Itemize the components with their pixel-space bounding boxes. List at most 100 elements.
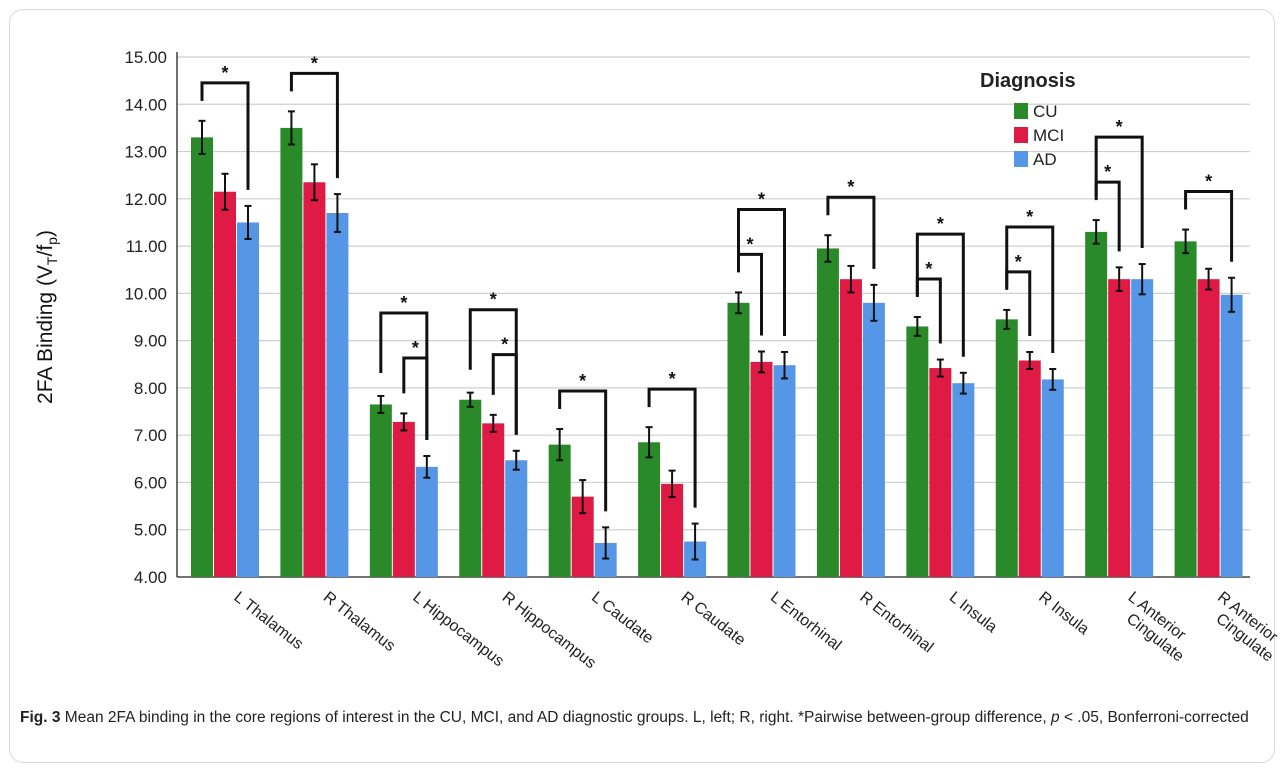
x-category-label: R AnteriorCingulate [1203, 589, 1285, 666]
significance-bracket [289, 71, 339, 179]
legend-swatch-cu [1014, 103, 1028, 119]
bar-mci [661, 483, 684, 577]
x-category-label-line: L Insula [946, 589, 1000, 637]
significance-bracket [1005, 225, 1055, 353]
caption-text-end: < .05, Bonferroni-corrected [1059, 709, 1249, 726]
legend-swatch-mci [1014, 127, 1028, 143]
y-axis-label-part: 2FA Binding (V [34, 265, 57, 404]
x-category-label: L Caudate [588, 589, 656, 648]
y-tick-label: 11.00 [126, 237, 167, 256]
y-tick-label: 5.00 [134, 521, 167, 540]
significance-bracket [826, 195, 876, 269]
significance-star: * [1205, 172, 1212, 192]
bar-cu [1174, 241, 1197, 577]
significance-star: * [1116, 117, 1123, 137]
bar-ad [773, 365, 796, 577]
significance-star: * [221, 63, 228, 83]
x-category-label-line: R Insula [1035, 589, 1092, 639]
bar-cu [1085, 231, 1108, 577]
bar-ad [1041, 379, 1064, 577]
y-tick-label: 15.00 [124, 48, 167, 67]
significance-star: * [490, 290, 497, 310]
x-category-label-line: R Caudate [678, 589, 749, 650]
y-tick-label: 14.00 [124, 95, 167, 114]
bar-cu [816, 248, 839, 578]
y-tick-label: 6.00 [134, 473, 167, 492]
bar-ad [326, 213, 349, 577]
significance-star: * [758, 190, 765, 210]
significance-star: * [746, 234, 753, 254]
bar-cu [995, 319, 1018, 577]
bar-mci [214, 191, 236, 577]
caption-p-symbol: p [1051, 709, 1060, 726]
significance-bracket [558, 389, 608, 512]
x-category-label: R Thalamus [320, 589, 398, 655]
x-category-label-line: R Thalamus [320, 589, 398, 655]
bar-ad [952, 383, 975, 577]
bar-cu [548, 444, 571, 577]
significance-star: * [412, 338, 419, 358]
bar-cu [191, 137, 213, 577]
bar-cu [727, 302, 750, 577]
y-tick-label: 9.00 [134, 332, 167, 351]
significance-star: * [1104, 162, 1111, 182]
x-category-label: L Entorhinal [767, 589, 844, 655]
bar-cu [280, 127, 303, 577]
legend-label-mci: MCI [1033, 126, 1064, 145]
bar-mci [839, 279, 862, 577]
significance-star: * [925, 259, 932, 279]
bar-mci [392, 421, 415, 577]
x-category-label: R Entorhinal [856, 589, 936, 657]
bar-mci [929, 368, 952, 577]
bar-ad [594, 542, 617, 577]
legend-swatch-ad [1014, 151, 1028, 167]
legend-label-cu: CU [1033, 102, 1058, 121]
significance-star: * [311, 53, 318, 73]
y-tick-label: 4.00 [134, 568, 167, 587]
y-tick-label: 10.00 [124, 284, 167, 303]
bar-cu [459, 399, 482, 577]
x-category-label: L Insula [946, 589, 1000, 637]
bar-cu [638, 442, 661, 577]
y-tick-label: 12.00 [124, 190, 167, 209]
x-category-label: R Caudate [678, 589, 749, 650]
bar-chart: 4.00 5.00 6.00 7.00 8.00 9.00 10.00 11.00 12.00 1… [34, 48, 1285, 672]
x-category-label-line: L Caudate [588, 589, 656, 648]
bar-mci [1197, 279, 1220, 577]
significance-star: * [579, 371, 586, 391]
y-axis-label-subscript: T [44, 256, 60, 265]
significance-star: * [400, 293, 407, 313]
y-tick-label: 13.00 [124, 143, 167, 162]
significance-bracket [737, 208, 786, 336]
significance-star: * [501, 335, 508, 355]
figure-frame [9, 9, 1275, 763]
caption-label: Fig. 3 [20, 709, 61, 726]
x-category-label: L Hippocampus [409, 589, 507, 670]
x-category-label: R Insula [1035, 589, 1092, 639]
significance-bracket [491, 353, 518, 435]
bar-mci [750, 361, 773, 577]
bar-mci [571, 496, 594, 577]
significance-bracket [200, 81, 250, 190]
x-category-label-line: R Hippocampus [499, 589, 599, 672]
x-category-label: R Hippocampus [499, 589, 599, 672]
bar-mci [482, 423, 505, 577]
y-axis-label-subscript: p [44, 237, 60, 245]
bar-ad [505, 460, 528, 577]
x-category-label-line: L Hippocampus [409, 589, 507, 670]
bar-cu [369, 404, 392, 577]
bar-ad [862, 302, 885, 577]
significance-star: * [937, 214, 944, 234]
y-axis-label-part: /f [34, 245, 57, 257]
legend-title: Diagnosis [980, 70, 1076, 92]
significance-bracket [468, 308, 518, 435]
x-category-label-line: L Thalamus [231, 589, 307, 653]
y-axis-label: 2FA Binding (VT/fp) [34, 230, 60, 404]
x-category-label-line: R Entorhinal [856, 589, 936, 657]
bar-ad [1220, 294, 1243, 577]
significance-bracket [1184, 190, 1234, 262]
significance-bracket [647, 387, 697, 508]
bar-ad [415, 466, 438, 577]
x-category-label: L Thalamus [231, 589, 307, 653]
significance-bracket [915, 232, 965, 357]
